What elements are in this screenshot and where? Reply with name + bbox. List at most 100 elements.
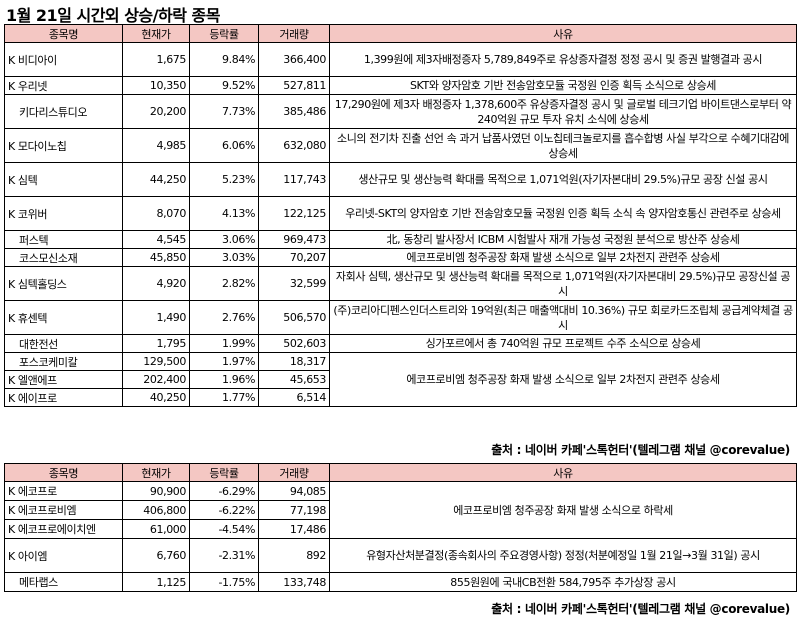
- table-row: 메타랩스 1,125 -1.75% 133,748 855원원에 국내CB전환 …: [4, 572, 797, 592]
- stock-change: 1.97%: [189, 352, 259, 371]
- table-row: 퍼스텍 4,545 3.06% 969,473 北, 동창리 발사장서 ICBM…: [4, 230, 797, 249]
- stock-change: 1.96%: [189, 370, 259, 389]
- stock-reason: 유형자산처분결정(종속회사의 주요경영사항) 정정(처분예정일 1월 21일→3…: [329, 538, 797, 573]
- stock-reason: 생산규모 및 생산능력 확대를 목적으로 1,071억원(자기자본대비 29.5…: [329, 162, 797, 197]
- stock-price: 44,250: [122, 162, 190, 197]
- stock-price: 1,490: [122, 300, 190, 335]
- stock-price: 1,125: [122, 572, 190, 592]
- stock-change: 2.76%: [189, 300, 259, 335]
- stock-volume: 6,514: [258, 388, 330, 407]
- stock-name: 포스코케미칼: [4, 352, 123, 371]
- header-name: 종목명: [4, 463, 123, 482]
- stock-price: 202,400: [122, 370, 190, 389]
- stock-volume: 18,317: [258, 352, 330, 371]
- stock-volume: 385,486: [258, 94, 330, 129]
- stock-reason: 北, 동창리 발사장서 ICBM 시험발사 재개 가능성 국정원 분석으로 방산…: [329, 230, 797, 249]
- stock-change: -1.75%: [189, 572, 259, 592]
- header-volume: 거래량: [258, 463, 330, 482]
- table-row: 포스코케미칼 129,500 1.97% 18,317 에코프로비엠 청주공장 …: [4, 352, 797, 407]
- header-price: 현재가: [122, 24, 190, 43]
- stock-change: 7.73%: [189, 94, 259, 129]
- stock-change: -2.31%: [189, 538, 259, 573]
- stock-name: 메타랩스: [4, 572, 123, 592]
- header-change: 등락률: [189, 24, 259, 43]
- stock-price: 406,800: [122, 500, 190, 520]
- stock-volume: 122,125: [258, 196, 330, 231]
- table-row: K 에코프로비엠 406,800 -6.22% 77,198: [4, 500, 797, 520]
- stock-volume: 632,080: [258, 128, 330, 163]
- fall-header-row: 종목명 현재가 등락률 거래량 사유: [4, 463, 797, 482]
- header-name: 종목명: [4, 24, 123, 43]
- stock-volume: 117,743: [258, 162, 330, 197]
- stock-name: K 엘앤에프: [4, 370, 123, 389]
- stock-reason: 855원원에 국내CB전환 584,795주 추가상장 공시: [329, 572, 797, 592]
- stock-price: 129,500: [122, 352, 190, 371]
- rise-header-row: 종목명 현재가 등락률 거래량 사유: [4, 24, 797, 43]
- stock-change: 6.06%: [189, 128, 259, 163]
- stock-price: 45,850: [122, 248, 190, 267]
- stock-price: 90,900: [122, 481, 190, 501]
- stock-volume: 527,811: [258, 76, 330, 95]
- stock-name: K 아이엠: [4, 538, 123, 573]
- stock-reason: 우리넷-SKT의 양자암호 기반 전송암호모듈 국정원 인증 획득 소식 속 양…: [329, 196, 797, 231]
- stock-volume: 366,400: [258, 42, 330, 77]
- stock-name: K 심텍홀딩스: [4, 266, 123, 301]
- stock-change: 2.82%: [189, 266, 259, 301]
- stock-change: -4.54%: [189, 519, 259, 539]
- stock-change: 9.52%: [189, 76, 259, 95]
- group-reason: 에코프로비엠 청주공장 화재 발생 소식으로 일부 2차전지 관련주 상승세: [329, 352, 797, 407]
- stock-volume: 70,207: [258, 248, 330, 267]
- stock-change: 9.84%: [189, 42, 259, 77]
- stock-reason: 자회사 심텍, 생산규모 및 생산능력 확대를 목적으로 1,071억원(자기자…: [329, 266, 797, 301]
- stock-volume: 133,748: [258, 572, 330, 592]
- table-row: K 모다이노칩 4,985 6.06% 632,080 소니의 전기차 진출 선…: [4, 128, 797, 163]
- stock-volume: 77,198: [258, 500, 330, 520]
- stock-name: K 에이프로: [4, 388, 123, 407]
- stock-name: K 에코프로에이치엔: [4, 519, 123, 539]
- header-reason: 사유: [329, 24, 797, 43]
- rise-table: 종목명 현재가 등락률 거래량 사유 K 비디아이 1,675 9.84% 36…: [4, 24, 797, 407]
- stock-change: -6.29%: [189, 481, 259, 501]
- stock-reason: SKT와 양자암호 기반 전송암호모듈 국정원 인증 획득 소식으로 상승세: [329, 76, 797, 95]
- stock-price: 4,920: [122, 266, 190, 301]
- fall-table: 종목명 현재가 등락률 거래량 사유 K 에코프로 90,900 -6.29% …: [4, 463, 797, 592]
- stock-name: K 에코프로: [4, 481, 123, 501]
- stock-volume: 506,570: [258, 300, 330, 335]
- table-row: K 아이엠 6,760 -2.31% 892 유형자산처분결정(종속회사의 주요…: [4, 538, 797, 573]
- stock-volume: 94,085: [258, 481, 330, 501]
- stock-price: 8,070: [122, 196, 190, 231]
- stock-reason: 소니의 전기차 진출 선언 속 과거 납품사였던 이노칩테크놀로지를 흡수합병 …: [329, 128, 797, 163]
- stock-reason: 1,399원에 제3자배정증자 5,789,849주로 유상증자결정 정정 공시…: [329, 42, 797, 77]
- stock-change: 1.77%: [189, 388, 259, 407]
- stock-change: -6.22%: [189, 500, 259, 520]
- stock-reason: 싱가포르에서 총 740억원 규모 프로젝트 수주 소식으로 상승세: [329, 334, 797, 353]
- stock-name: 퍼스텍: [4, 230, 123, 249]
- source-caption: 출처 : 네이버 카페'스톡헌터'(텔레그램 채널 @corevalue): [491, 602, 790, 616]
- stock-name: K 모다이노칩: [4, 128, 123, 163]
- stock-volume: 969,473: [258, 230, 330, 249]
- stock-change: 3.06%: [189, 230, 259, 249]
- group-reason: 에코프로비엠 청주공장 화재 발생 소식으로 하락세: [329, 481, 797, 539]
- table-row: 대한전선 1,795 1.99% 502,603 싱가포르에서 총 740억원 …: [4, 334, 797, 353]
- table-row: K 에이프로 40,250 1.77% 6,514: [4, 388, 797, 407]
- stock-volume: 32,599: [258, 266, 330, 301]
- table-row: K 심텍홀딩스 4,920 2.82% 32,599 자회사 심텍, 생산규모 …: [4, 266, 797, 301]
- stock-name: K 에코프로비엠: [4, 500, 123, 520]
- header-volume: 거래량: [258, 24, 330, 43]
- stock-price: 10,350: [122, 76, 190, 95]
- source-caption: 출처 : 네이버 카페'스톡헌터'(텔레그램 채널 @corevalue): [491, 443, 790, 457]
- table-row: K 비디아이 1,675 9.84% 366,400 1,399원에 제3자배정…: [4, 42, 797, 77]
- table-row: K 심텍 44,250 5.23% 117,743 생산규모 및 생산능력 확대…: [4, 162, 797, 197]
- stock-name: 대한전선: [4, 334, 123, 353]
- stock-volume: 45,653: [258, 370, 330, 389]
- stock-volume: 892: [258, 538, 330, 573]
- stock-price: 20,200: [122, 94, 190, 129]
- stock-reason: 에코프로비엠 청주공장 화재 발생 소식으로 일부 2차전지 관련주 상승세: [329, 248, 797, 267]
- stock-price: 40,250: [122, 388, 190, 407]
- table-row: K 우리넷 10,350 9.52% 527,811 SKT와 양자암호 기반 …: [4, 76, 797, 95]
- table-row: K 코위버 8,070 4.13% 122,125 우리넷-SKT의 양자암호 …: [4, 196, 797, 231]
- stock-change: 1.99%: [189, 334, 259, 353]
- table-row: 키다리스튜디오 20,200 7.73% 385,486 17,290원에 제3…: [4, 94, 797, 129]
- stock-change: 3.03%: [189, 248, 259, 267]
- table-row: K 휴센텍 1,490 2.76% 506,570 (주)코리아디펜스인더스트리…: [4, 300, 797, 335]
